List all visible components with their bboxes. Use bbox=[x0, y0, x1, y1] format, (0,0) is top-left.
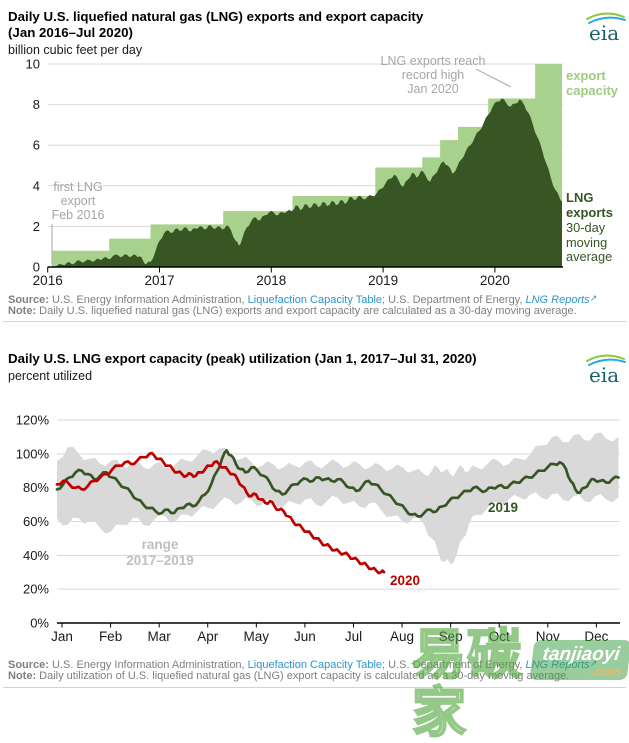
top-chart: 0 2 4 6 8 10 2016 2017 2018 2019 2020 bbox=[26, 57, 563, 288]
y-axis-tick-label: 6 bbox=[33, 138, 40, 153]
line-2020 bbox=[55, 451, 386, 575]
eia-logo-text: eia bbox=[589, 363, 619, 387]
legend-lng-exports: LNG exports bbox=[566, 190, 613, 220]
liquefaction-capacity-table-link[interactable]: Liquefaction Capacity Table bbox=[247, 294, 383, 306]
y-axis-tick-label: 8 bbox=[33, 97, 40, 112]
eia-logo-arc-green bbox=[586, 354, 625, 362]
label-2019: 2019 bbox=[488, 500, 519, 515]
top-chart-title: Daily U.S. liquefied natural gas (LNG) e… bbox=[8, 9, 424, 24]
x-axis-tick-label: 2019 bbox=[368, 273, 398, 288]
liquefaction-capacity-table-link[interactable]: Liquefaction Capacity Table bbox=[247, 659, 383, 671]
bottom-chart-unit-label: percent utilized bbox=[8, 369, 93, 383]
x-axis-tick-label: 2017 bbox=[144, 273, 174, 288]
x-axis-month-label: Sep bbox=[439, 629, 463, 644]
annotation-first-lng-export: first LNG export Feb 2016 bbox=[51, 180, 105, 222]
x-axis-month-label: Jun bbox=[294, 629, 316, 644]
eia-lng-infographic: { "branding": {"logo_text": "eia"}, "wat… bbox=[3, 9, 629, 743]
range-band bbox=[57, 432, 619, 564]
y-axis-tick-label: 4 bbox=[33, 178, 40, 193]
x-axis-tick-label: 2018 bbox=[256, 273, 286, 288]
eia-logo-text: eia bbox=[589, 21, 619, 45]
top-chart-unit-label: billion cubic feet per day bbox=[8, 43, 143, 57]
bottom-chart: 0% 20% 40% 60% 80% 100% 120% Jan Feb Mar Apr May Jun… bbox=[16, 412, 620, 644]
top-chart-title-period: (Jan 2016–Jul 2020) bbox=[8, 25, 133, 40]
y-axis-tick-label: 100% bbox=[16, 446, 50, 461]
x-axis-month-label: Aug bbox=[390, 629, 414, 644]
source-text-2: ; U.S. Department of Energy, bbox=[382, 659, 526, 671]
eia-logo: eia bbox=[586, 12, 626, 45]
x-axis-month-label: Mar bbox=[148, 629, 172, 644]
label-range-2017-2019: range 2017–2019 bbox=[126, 537, 194, 568]
divider-rule bbox=[3, 321, 626, 322]
label-2020: 2020 bbox=[390, 573, 421, 588]
source-label: Source: bbox=[8, 659, 49, 671]
y-axis-tick-label: 10 bbox=[26, 57, 40, 72]
x-axis-tick-label: 2016 bbox=[33, 273, 63, 288]
external-link-icon: ↗ bbox=[589, 658, 598, 668]
eia-logo-arc-green bbox=[586, 12, 625, 20]
eia-logo-arc-blue bbox=[588, 16, 626, 24]
y-axis-tick-label: 40% bbox=[23, 548, 49, 563]
line-2019 bbox=[55, 449, 620, 518]
note-label: Note: bbox=[8, 305, 37, 317]
bottom-note-line: Note: Daily utilization of U.S. liquefie… bbox=[8, 670, 569, 683]
source-text: U.S. Energy Information Administration, bbox=[48, 659, 248, 671]
x-axis-month-label: Oct bbox=[489, 629, 510, 644]
eia-logo-arc-blue bbox=[588, 358, 626, 366]
note-label: Note: bbox=[8, 670, 37, 682]
lng-reports-link[interactable]: LNG Reports bbox=[525, 294, 590, 306]
note-text: Daily utilization of U.S. liquefied natu… bbox=[36, 670, 570, 682]
y-axis-tick-label: 20% bbox=[23, 582, 49, 597]
source-text: U.S. Energy Information Administration, bbox=[48, 294, 248, 306]
top-note-line: Note: Daily U.S. liquefied natural gas (… bbox=[8, 305, 577, 318]
bottom-chart-title: Daily U.S. LNG export capacity (peak) ut… bbox=[8, 351, 477, 366]
eia-logo-bottom: eia bbox=[586, 354, 626, 387]
y-axis-tick-label: 0% bbox=[30, 616, 49, 631]
x-axis-month-label: Dec bbox=[584, 629, 608, 644]
annotation-record-high: LNG exports reach record high Jan 2020 bbox=[380, 54, 486, 96]
external-link-icon: ↗ bbox=[589, 293, 598, 303]
x-axis-month-label: Jan bbox=[51, 629, 73, 644]
x-axis-tick-label: 2020 bbox=[480, 273, 510, 288]
annotation-pointer-record-high bbox=[475, 68, 512, 88]
legend-lng-exports-sub: 30-day moving average bbox=[566, 220, 613, 264]
y-axis-tick-label: 80% bbox=[23, 480, 49, 495]
x-axis-month-label: Jul bbox=[345, 629, 362, 644]
x-axis-month-label: May bbox=[244, 629, 270, 644]
legend-export-capacity: export capacity bbox=[566, 68, 619, 98]
y-axis-tick-label: 0 bbox=[33, 260, 40, 275]
exports-area bbox=[52, 98, 563, 268]
x-axis-month-label: Feb bbox=[99, 629, 122, 644]
x-axis-month-label: Apr bbox=[197, 629, 219, 644]
y-axis-tick-label: 60% bbox=[23, 514, 49, 529]
source-text-2: ; U.S. Department of Energy, bbox=[382, 294, 526, 306]
x-axis-month-label: Nov bbox=[536, 629, 560, 644]
divider-rule-bottom bbox=[3, 687, 626, 688]
y-axis-tick-label: 120% bbox=[16, 412, 50, 427]
y-axis-tick-label: 2 bbox=[33, 219, 40, 234]
note-text: Daily U.S. liquefied natural gas (LNG) e… bbox=[36, 305, 577, 317]
top-source-line: Source: U.S. Energy Information Administ… bbox=[8, 292, 597, 307]
source-label: Source: bbox=[8, 294, 49, 306]
